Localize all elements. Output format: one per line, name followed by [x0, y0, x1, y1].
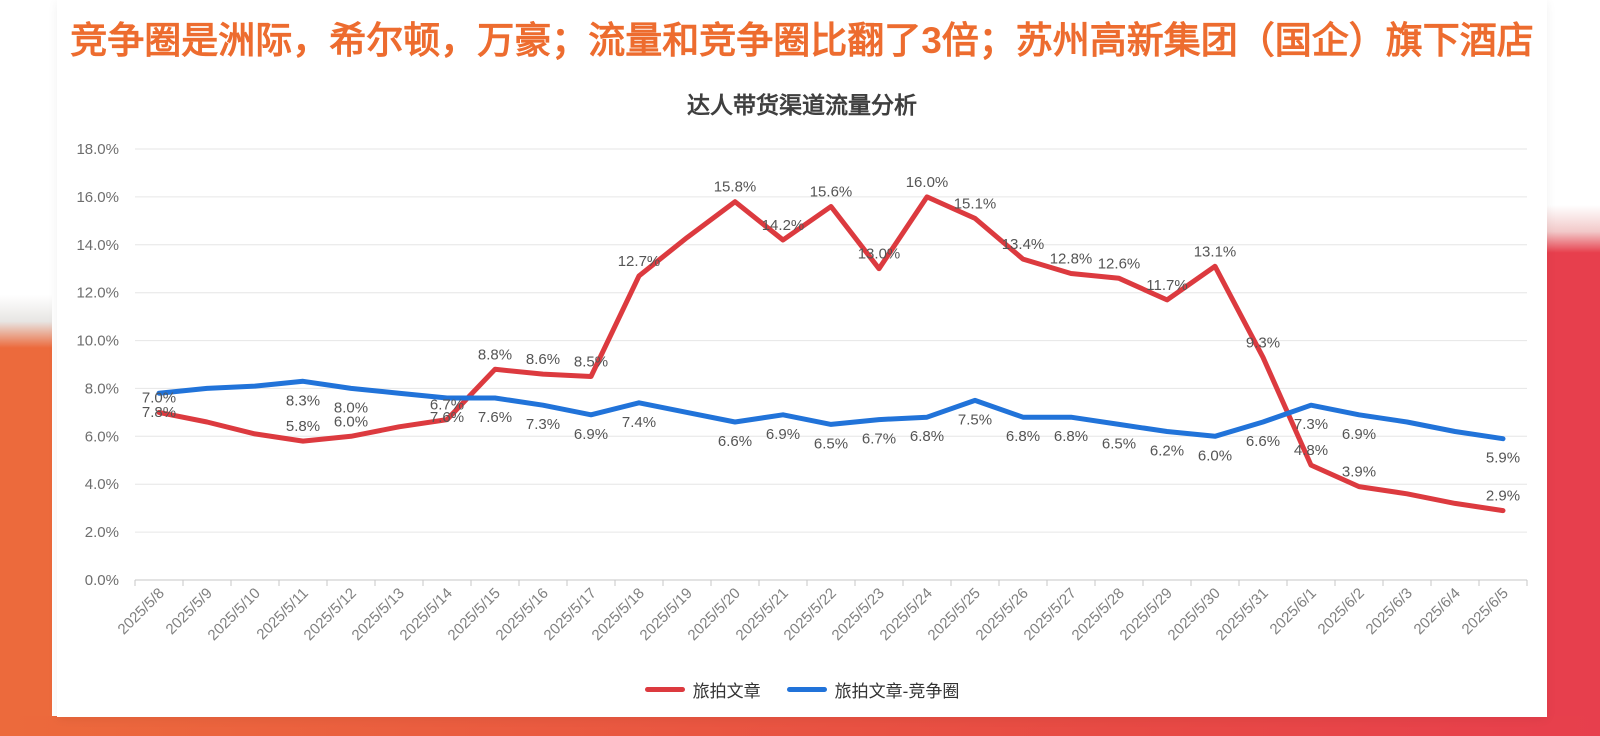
svg-text:8.0%: 8.0% [334, 399, 368, 416]
svg-text:7.5%: 7.5% [958, 411, 992, 428]
svg-text:12.8%: 12.8% [1050, 251, 1093, 268]
svg-text:7.0%: 7.0% [142, 389, 176, 406]
svg-text:6.6%: 6.6% [718, 433, 752, 450]
svg-text:6.0%: 6.0% [85, 428, 119, 445]
svg-text:6.6%: 6.6% [1246, 433, 1280, 450]
svg-text:7.6%: 7.6% [430, 409, 464, 426]
chart-legend: 旅拍文章 旅拍文章-竞争圈 [57, 676, 1547, 702]
svg-text:15.1%: 15.1% [954, 195, 997, 212]
series-line-red [156, 194, 1506, 514]
series-line-blue [156, 378, 1506, 442]
legend-label: 旅拍文章-竞争圈 [834, 681, 960, 701]
svg-text:2025/6/4: 2025/6/4 [1411, 585, 1464, 638]
svg-text:8.5%: 8.5% [574, 354, 608, 371]
svg-text:2025/6/5: 2025/6/5 [1459, 585, 1512, 638]
series-blue-data-labels: 7.8% 8.3% 8.0% 7.6% 7.6% 7.3% 6.9% 7.4% 6.6% 6.9%… [142, 392, 1520, 466]
svg-text:2025/5/8: 2025/5/8 [115, 585, 168, 638]
svg-text:7.3%: 7.3% [526, 416, 560, 433]
legend-line-swatch-blue [786, 686, 827, 692]
svg-text:6.0%: 6.0% [1198, 447, 1232, 464]
svg-text:16.0%: 16.0% [76, 189, 119, 206]
svg-text:8.6%: 8.6% [526, 351, 560, 368]
svg-text:2025/6/1: 2025/6/1 [1267, 585, 1320, 638]
svg-text:15.6%: 15.6% [810, 184, 853, 201]
main-title: 竞争圈是洲际，希尔顿，万豪；流量和竞争圈比翻了3倍；苏州高新集团（国企）旗下酒店 [70, 20, 1534, 61]
svg-text:7.8%: 7.8% [142, 404, 176, 421]
svg-text:6.8%: 6.8% [1006, 428, 1040, 445]
bottom-gradient-band [0, 716, 1600, 736]
svg-text:6.7%: 6.7% [430, 397, 464, 414]
svg-text:6.9%: 6.9% [1342, 426, 1376, 443]
svg-text:2025/5/31: 2025/5/31 [1213, 585, 1272, 644]
svg-text:2.0%: 2.0% [85, 524, 119, 541]
legend-line-swatch-red [644, 686, 685, 692]
svg-text:13.4%: 13.4% [1002, 236, 1045, 253]
svg-text:12.0%: 12.0% [76, 285, 119, 302]
x-axis-ticks [134, 580, 1528, 586]
svg-text:6.5%: 6.5% [1102, 435, 1136, 452]
chart-title: 达人带货渠道流量分析 [687, 92, 917, 118]
svg-text:11.7%: 11.7% [1146, 277, 1187, 294]
svg-text:10.0%: 10.0% [76, 333, 119, 350]
y-grid-and-labels: 18.0%16.0%14.0%12.0%10.0%8.0%6.0%4.0%2.0… [76, 141, 1527, 589]
x-axis-date-labels: 2025/5/82025/5/92025/5/102025/5/112025/5… [115, 585, 1512, 644]
left-orange-band [0, 295, 52, 736]
legend-item-series-1[interactable]: 旅拍文章 [644, 677, 761, 702]
svg-text:0.0%: 0.0% [85, 572, 119, 589]
svg-text:7.3%: 7.3% [1294, 416, 1328, 433]
svg-text:5.8%: 5.8% [286, 418, 320, 435]
svg-text:2025/6/3: 2025/6/3 [1363, 585, 1416, 638]
svg-text:6.2%: 6.2% [1150, 443, 1184, 460]
svg-text:5.9%: 5.9% [1486, 450, 1520, 467]
legend-label: 旅拍文章 [692, 681, 761, 701]
svg-text:6.9%: 6.9% [766, 426, 800, 443]
svg-text:12.7%: 12.7% [618, 253, 661, 270]
svg-text:6.7%: 6.7% [862, 431, 896, 448]
svg-text:16.0%: 16.0% [906, 174, 949, 191]
svg-text:13.0%: 13.0% [858, 246, 901, 263]
svg-text:8.8%: 8.8% [478, 346, 512, 363]
svg-text:6.8%: 6.8% [1054, 428, 1088, 445]
svg-text:15.8%: 15.8% [714, 179, 757, 196]
svg-text:12.6%: 12.6% [1098, 255, 1141, 272]
svg-text:8.3%: 8.3% [286, 392, 320, 409]
series-red-data-labels: 7.0% 5.8% 6.0% 6.7% 8.8% 8.6% 8.5% 12.7% 15.8% 14… [142, 174, 1520, 505]
svg-text:14.0%: 14.0% [76, 237, 119, 254]
svg-text:6.5%: 6.5% [814, 435, 848, 452]
legend-item-series-2[interactable]: 旅拍文章-竞争圈 [786, 677, 960, 702]
svg-text:6.0%: 6.0% [334, 413, 368, 430]
svg-text:9.3%: 9.3% [1246, 334, 1280, 351]
svg-text:4.0%: 4.0% [85, 476, 119, 493]
svg-text:4.8%: 4.8% [1294, 442, 1328, 459]
svg-text:3.9%: 3.9% [1342, 464, 1376, 481]
svg-text:18.0%: 18.0% [76, 141, 119, 158]
right-red-band [1547, 205, 1600, 736]
svg-text:14.2%: 14.2% [762, 217, 805, 234]
svg-text:7.4%: 7.4% [622, 414, 656, 431]
svg-text:2025/5/10: 2025/5/10 [205, 585, 264, 644]
svg-text:6.8%: 6.8% [910, 428, 944, 445]
svg-text:6.9%: 6.9% [574, 426, 608, 443]
svg-text:2.9%: 2.9% [1486, 488, 1520, 505]
svg-text:7.6%: 7.6% [478, 409, 512, 426]
svg-text:8.0%: 8.0% [85, 380, 119, 397]
svg-text:2025/6/2: 2025/6/2 [1315, 585, 1368, 638]
chart-card [57, 0, 1547, 717]
svg-text:13.1%: 13.1% [1194, 243, 1237, 260]
